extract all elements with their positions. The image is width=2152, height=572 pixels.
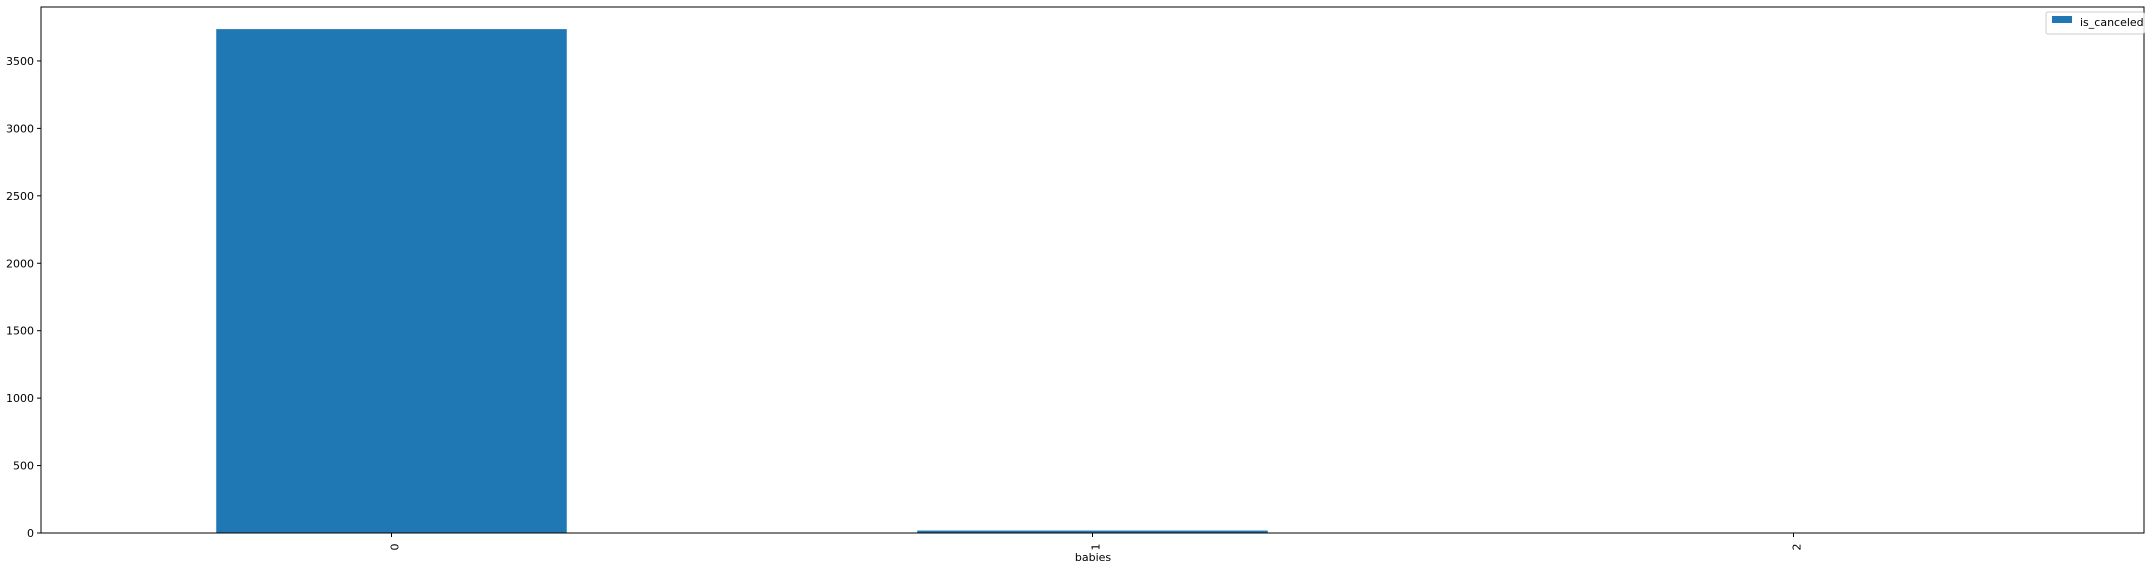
y-tick-label-3000: 3000 [6,122,34,135]
x-tick-label-0: 0 [389,544,402,551]
y-tick-label-0: 0 [27,527,34,540]
y-tick-label-500: 500 [13,460,34,473]
y-tick-label-1500: 1500 [6,325,34,338]
y-tick-label-2500: 2500 [6,190,34,203]
x-axis-label: babies [1075,551,1112,564]
y-tick-label-3500: 3500 [6,55,34,68]
x-tick-label-2: 2 [1791,544,1804,551]
legend: is_canceled [2046,12,2144,34]
x-tick-label-1: 1 [1090,544,1103,551]
legend-swatch [2052,16,2072,23]
y-tick-label-1000: 1000 [6,392,34,405]
y-tick-label-2000: 2000 [6,257,34,270]
legend-label: is_canceled [2080,16,2144,29]
bars-layer [216,29,1969,533]
bar-0 [216,29,567,533]
